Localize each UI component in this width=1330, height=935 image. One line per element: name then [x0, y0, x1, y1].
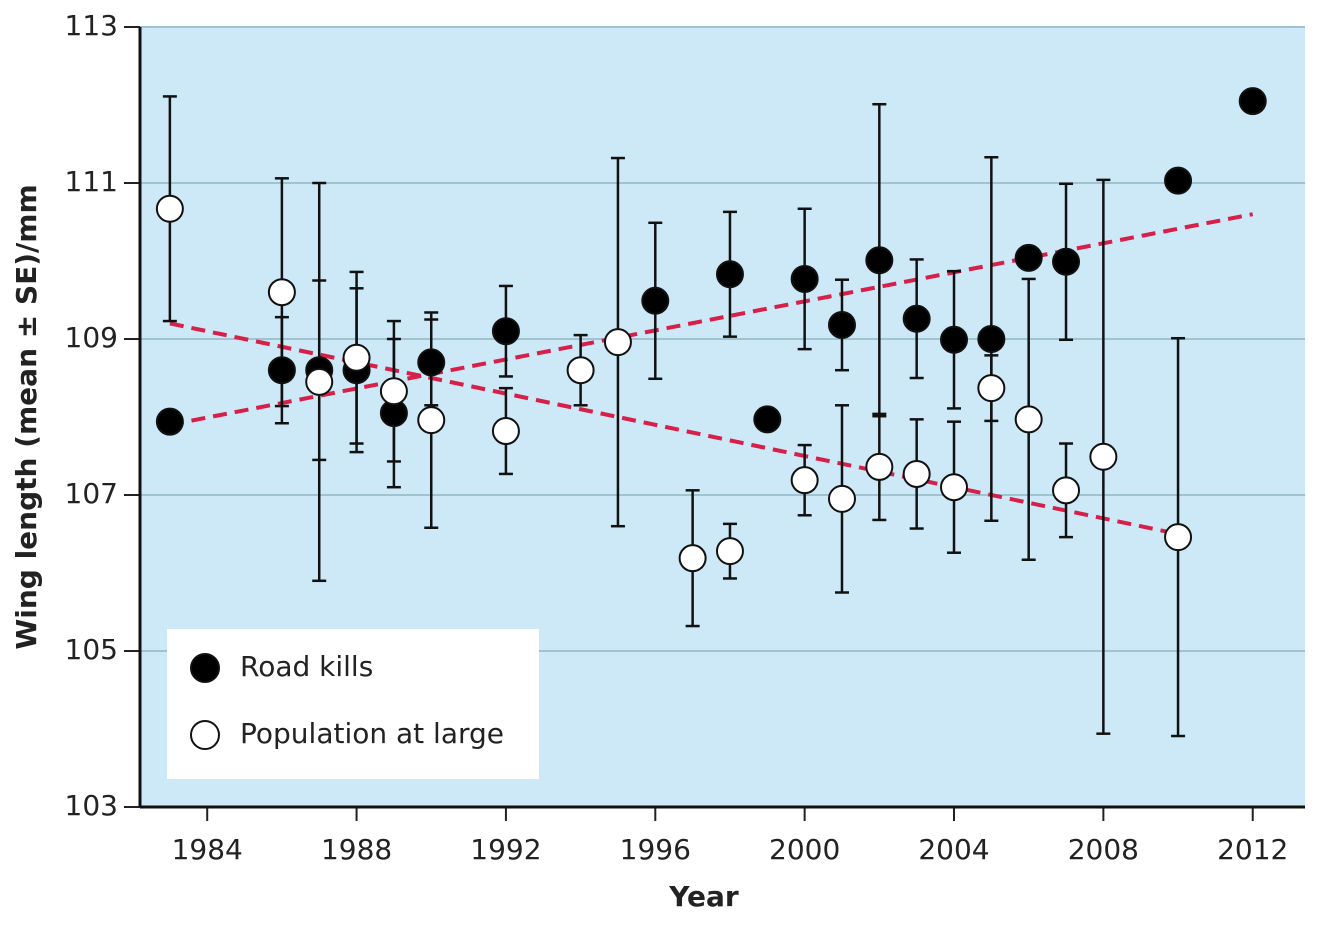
point: [1164, 166, 1193, 195]
point: [305, 367, 334, 396]
point: [827, 310, 856, 339]
point: [977, 374, 1006, 403]
point: [1014, 243, 1043, 272]
x-tick-label: 2012: [1217, 833, 1288, 866]
point: [715, 260, 744, 289]
point: [902, 304, 931, 333]
point: [379, 377, 408, 406]
point: [753, 405, 782, 434]
x-tick-label: 1996: [620, 833, 691, 866]
point: [566, 356, 595, 385]
y-tick-label: 109: [65, 321, 118, 354]
y-tick-label: 113: [65, 9, 118, 42]
x-tick-label: 1992: [470, 833, 541, 866]
trendline: [169, 321, 1179, 536]
point: [790, 466, 819, 495]
point: [417, 406, 446, 435]
x-tick-label: 1988: [321, 833, 392, 866]
point: [155, 194, 184, 223]
point: [603, 328, 632, 357]
x-tick-label: 2004: [918, 833, 989, 866]
legend-marker: [190, 653, 220, 683]
point: [155, 407, 184, 436]
point: [865, 452, 894, 481]
point: [902, 459, 931, 488]
point: [1052, 476, 1081, 505]
point: [865, 246, 894, 275]
legend-marker: [190, 720, 220, 750]
x-tick-label: 1984: [172, 833, 243, 866]
legend-label: Road kills: [240, 650, 373, 683]
legend-label: Population at large: [240, 717, 504, 750]
point: [641, 286, 670, 315]
point: [1014, 405, 1043, 434]
x-axis-label: Year: [668, 880, 739, 913]
point: [342, 343, 371, 372]
point: [267, 278, 296, 307]
point: [940, 473, 969, 502]
point: [678, 544, 707, 573]
point: [267, 356, 296, 385]
y-tick-label: 111: [65, 165, 118, 198]
x-tick-label: 2000: [769, 833, 840, 866]
point: [1164, 523, 1193, 552]
point: [417, 348, 446, 377]
trendline: [169, 212, 1254, 427]
point: [1089, 442, 1118, 471]
point: [1238, 87, 1267, 116]
point: [1052, 247, 1081, 276]
point: [827, 484, 856, 513]
point: [790, 264, 819, 293]
y-tick-label: 107: [65, 477, 118, 510]
point: [940, 325, 969, 354]
x-tick-label: 2008: [1068, 833, 1139, 866]
y-tick-label: 105: [65, 633, 118, 666]
y-axis-label: Wing length (mean ± SE)/mm: [10, 184, 43, 649]
point: [491, 417, 520, 446]
point: [491, 317, 520, 346]
point: [715, 537, 744, 566]
legend-box: [167, 629, 539, 779]
y-tick-label: 103: [65, 789, 118, 822]
point: [977, 325, 1006, 353]
